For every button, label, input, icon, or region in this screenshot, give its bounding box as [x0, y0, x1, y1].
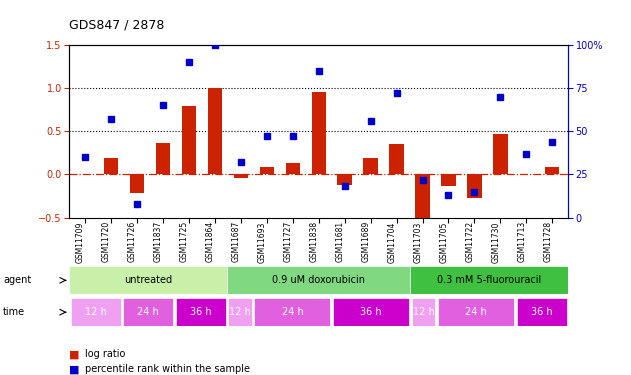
Bar: [156, 143, 170, 174]
Bar: [233, 174, 248, 178]
Bar: [389, 144, 404, 174]
Bar: [254, 298, 331, 326]
Text: 36 h: 36 h: [531, 307, 553, 317]
Bar: [415, 174, 430, 224]
Bar: [286, 163, 300, 174]
Text: 36 h: 36 h: [190, 307, 211, 317]
Text: 12 h: 12 h: [229, 307, 251, 317]
Text: 24 h: 24 h: [281, 307, 304, 317]
Bar: [493, 134, 507, 174]
Text: GSM11709: GSM11709: [76, 221, 85, 262]
Text: 24 h: 24 h: [138, 307, 159, 317]
Bar: [441, 174, 456, 186]
Bar: [71, 298, 121, 326]
Text: 0.9 uM doxorubicin: 0.9 uM doxorubicin: [272, 275, 365, 285]
Text: 24 h: 24 h: [465, 307, 487, 317]
Text: GSM11693: GSM11693: [257, 221, 267, 262]
Bar: [227, 266, 411, 294]
Text: GSM11705: GSM11705: [439, 221, 449, 262]
Bar: [69, 266, 227, 294]
Text: GSM11681: GSM11681: [336, 221, 345, 262]
Bar: [468, 174, 481, 198]
Text: GSM11689: GSM11689: [362, 221, 370, 262]
Bar: [259, 166, 274, 174]
Bar: [130, 174, 144, 194]
Text: GSM11728: GSM11728: [543, 221, 552, 262]
Text: GSM11838: GSM11838: [310, 221, 319, 262]
Bar: [333, 298, 409, 326]
Text: GSM11725: GSM11725: [180, 221, 189, 262]
Bar: [412, 298, 435, 326]
Text: ■: ■: [69, 364, 80, 374]
Text: GSM11864: GSM11864: [206, 221, 215, 262]
Text: GSM11703: GSM11703: [413, 221, 423, 262]
Text: time: time: [3, 307, 25, 317]
Text: 12 h: 12 h: [85, 307, 107, 317]
Bar: [545, 168, 560, 174]
Text: GSM11837: GSM11837: [154, 221, 163, 262]
Bar: [517, 298, 567, 326]
Text: GSM11727: GSM11727: [284, 221, 293, 262]
Text: percentile rank within the sample: percentile rank within the sample: [85, 364, 250, 374]
Text: agent: agent: [3, 275, 32, 285]
Text: ■: ■: [69, 350, 80, 359]
Text: GSM11687: GSM11687: [232, 221, 241, 262]
Bar: [338, 174, 351, 185]
Text: GSM11713: GSM11713: [517, 221, 526, 262]
Text: 12 h: 12 h: [413, 307, 435, 317]
Text: 0.3 mM 5-fluorouracil: 0.3 mM 5-fluorouracil: [437, 275, 541, 285]
Text: GSM11722: GSM11722: [466, 221, 475, 262]
Text: GSM11730: GSM11730: [492, 221, 500, 262]
Bar: [228, 298, 252, 326]
Bar: [363, 158, 378, 174]
Bar: [182, 106, 196, 174]
Text: GSM11726: GSM11726: [128, 221, 137, 262]
Text: GSM11704: GSM11704: [387, 221, 396, 262]
Bar: [175, 298, 225, 326]
Text: GDS847 / 2878: GDS847 / 2878: [69, 19, 165, 32]
Text: log ratio: log ratio: [85, 350, 126, 359]
Bar: [312, 93, 326, 174]
Bar: [208, 88, 222, 174]
Bar: [104, 158, 118, 174]
Text: untreated: untreated: [124, 275, 172, 285]
Bar: [438, 298, 514, 326]
Text: GSM11720: GSM11720: [102, 221, 111, 262]
Bar: [123, 298, 173, 326]
Bar: [411, 266, 568, 294]
Text: 36 h: 36 h: [360, 307, 382, 317]
